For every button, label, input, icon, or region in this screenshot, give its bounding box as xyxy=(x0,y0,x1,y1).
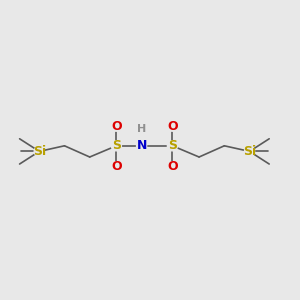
Text: S: S xyxy=(168,139,177,152)
Circle shape xyxy=(34,146,44,156)
Text: O: O xyxy=(111,120,122,133)
Circle shape xyxy=(111,121,122,131)
Circle shape xyxy=(167,162,178,172)
Circle shape xyxy=(167,121,178,131)
Circle shape xyxy=(167,141,178,151)
Text: S: S xyxy=(112,139,121,152)
Text: N: N xyxy=(136,139,147,152)
Circle shape xyxy=(111,141,122,151)
Text: O: O xyxy=(111,160,122,173)
Text: Si: Si xyxy=(33,145,46,158)
Text: H: H xyxy=(137,124,146,134)
Text: O: O xyxy=(167,120,178,133)
Text: O: O xyxy=(167,160,178,173)
Circle shape xyxy=(136,141,147,151)
Text: Si: Si xyxy=(243,145,256,158)
Circle shape xyxy=(111,162,122,172)
Circle shape xyxy=(244,146,255,156)
Circle shape xyxy=(136,124,147,134)
